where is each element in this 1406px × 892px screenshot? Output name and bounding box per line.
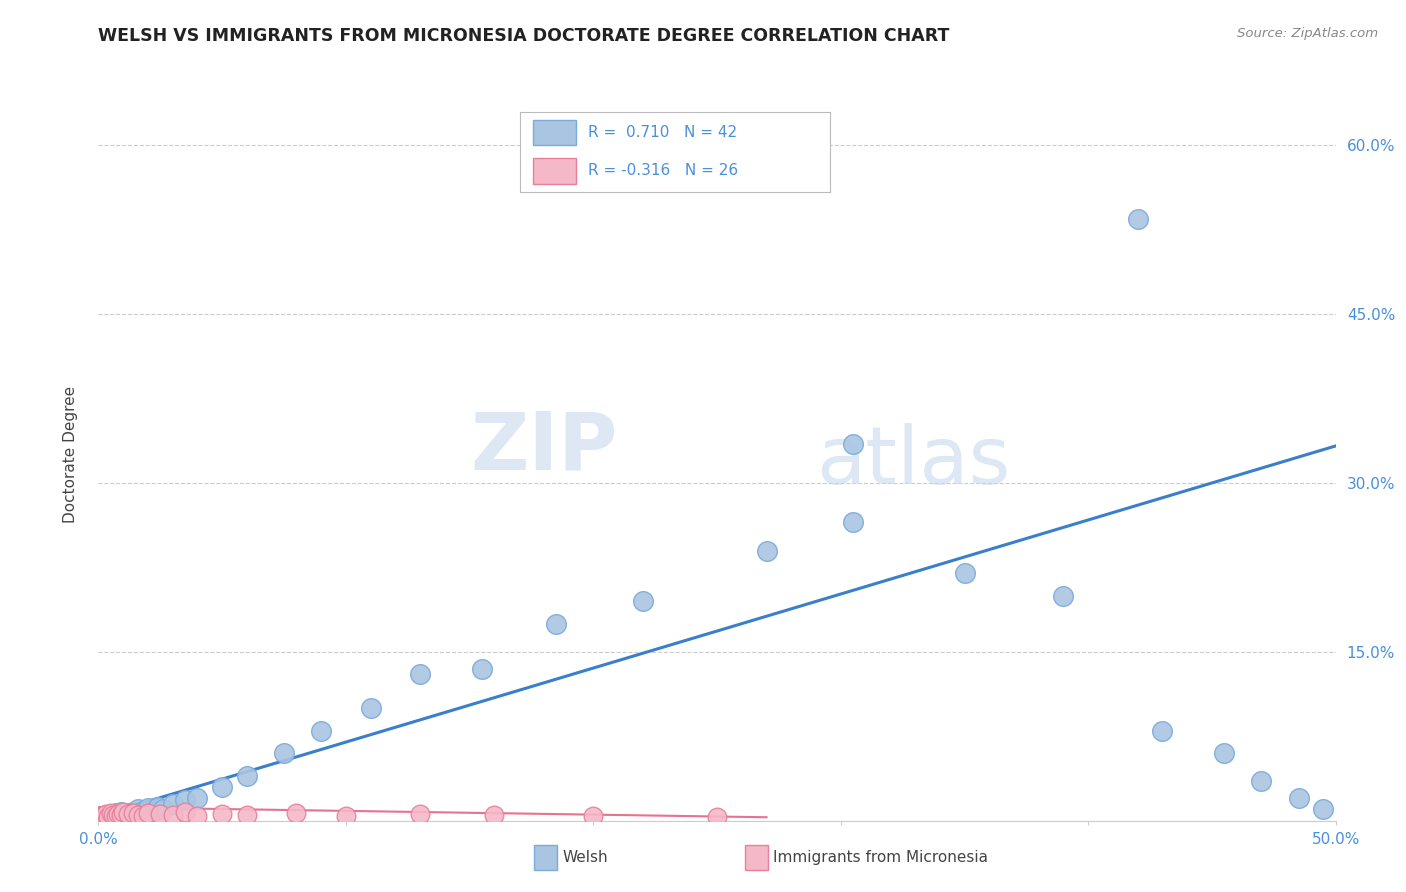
Point: [484, 808, 506, 822]
Point: [1250, 774, 1272, 789]
Point: [110, 808, 132, 822]
Point: [117, 806, 139, 821]
Point: [114, 806, 136, 821]
Point: [103, 808, 125, 822]
Point: [309, 723, 332, 738]
Point: [186, 791, 208, 805]
Text: R =  0.710   N = 42: R = 0.710 N = 42: [588, 125, 737, 140]
Point: [94, 808, 117, 822]
Text: Source: ZipAtlas.com: Source: ZipAtlas.com: [1237, 27, 1378, 40]
Point: [409, 806, 432, 821]
Point: [409, 667, 432, 681]
Point: [129, 805, 152, 820]
Point: [953, 566, 976, 580]
Point: [842, 436, 865, 450]
Point: [132, 809, 155, 823]
Point: [1213, 746, 1236, 760]
Point: [211, 806, 233, 821]
Y-axis label: Doctorate Degree: Doctorate Degree: [63, 386, 77, 524]
Point: [93, 809, 115, 823]
Bar: [533, 158, 576, 184]
Point: [1126, 211, 1149, 226]
Point: [706, 810, 728, 824]
Point: [186, 809, 208, 823]
Point: [100, 806, 122, 821]
Point: [152, 802, 174, 816]
Point: [211, 780, 233, 794]
Point: [162, 797, 184, 811]
Text: Welsh: Welsh: [562, 850, 607, 864]
Point: [127, 808, 149, 822]
Text: atlas: atlas: [815, 423, 1011, 501]
Point: [1052, 589, 1074, 603]
Point: [631, 594, 654, 608]
Point: [174, 793, 197, 807]
Point: [546, 616, 568, 631]
Point: [1312, 802, 1334, 816]
Text: WELSH VS IMMIGRANTS FROM MICRONESIA DOCTORATE DEGREE CORRELATION CHART: WELSH VS IMMIGRANTS FROM MICRONESIA DOCT…: [98, 27, 950, 45]
Point: [120, 808, 142, 822]
Point: [97, 810, 120, 824]
Point: [149, 806, 172, 821]
Point: [360, 701, 382, 715]
Point: [132, 804, 155, 818]
Point: [142, 805, 165, 819]
Text: Immigrants from Micronesia: Immigrants from Micronesia: [773, 850, 988, 864]
Point: [104, 809, 127, 823]
Point: [174, 805, 197, 819]
Point: [335, 809, 357, 823]
Point: [100, 805, 122, 820]
Point: [146, 800, 169, 814]
Point: [107, 806, 129, 821]
Point: [136, 805, 159, 820]
Bar: [533, 120, 576, 145]
Point: [112, 805, 135, 819]
Point: [94, 806, 117, 821]
Point: [117, 805, 139, 820]
Point: [136, 801, 159, 815]
Point: [236, 769, 259, 783]
Point: [285, 805, 308, 820]
Point: [582, 809, 605, 823]
Text: R = -0.316   N = 26: R = -0.316 N = 26: [588, 163, 738, 178]
Point: [122, 805, 145, 820]
Point: [1288, 791, 1310, 805]
Point: [842, 516, 865, 530]
Point: [97, 809, 120, 823]
Point: [471, 662, 494, 676]
Point: [112, 809, 135, 823]
Point: [1152, 723, 1174, 738]
Point: [103, 810, 125, 824]
Point: [127, 802, 149, 816]
Point: [273, 746, 295, 760]
Point: [755, 543, 778, 558]
Point: [93, 810, 115, 824]
Point: [107, 808, 129, 822]
Point: [110, 805, 132, 819]
Point: [236, 808, 259, 822]
Point: [122, 805, 145, 819]
Point: [104, 805, 127, 820]
Point: [162, 808, 184, 822]
Text: ZIP: ZIP: [471, 409, 619, 487]
Point: [124, 806, 146, 821]
